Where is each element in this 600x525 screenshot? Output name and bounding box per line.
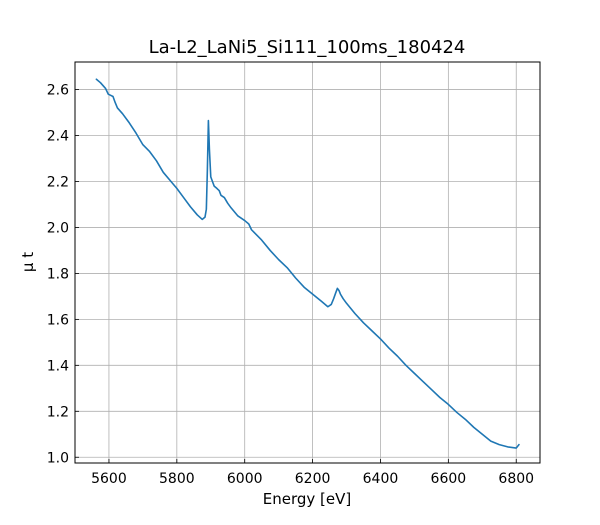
y-tick-label: 1.8 — [47, 266, 69, 282]
x-tick-label: 6600 — [431, 471, 467, 487]
x-tick-label: 6000 — [227, 471, 263, 487]
y-tick-label: 1.0 — [47, 450, 69, 466]
x-axis-label: Energy [eV] — [263, 490, 351, 508]
y-tick-label: 1.4 — [47, 358, 69, 374]
plot-frame — [74, 61, 541, 464]
y-tick-label: 2.4 — [47, 129, 69, 145]
y-tick-label: 1.2 — [47, 404, 69, 420]
x-tick-label: 5600 — [91, 471, 127, 487]
series-line — [95, 78, 520, 449]
grid — [75, 62, 540, 463]
y-axis-label: μ t — [19, 252, 37, 272]
x-tick-label: 5800 — [159, 471, 195, 487]
series-layer — [95, 78, 520, 449]
y-tick-label: 2.0 — [47, 220, 69, 236]
x-tick-label: 6200 — [295, 471, 331, 487]
y-tick-label: 2.2 — [47, 174, 69, 190]
y-axis-ticks: 1.0 1.2 1.4 1.6 1.8 2.0 2.2 2.4 2.6 — [47, 83, 79, 466]
y-tick-label: 1.6 — [47, 312, 69, 328]
x-axis-ticks: 5600 5800 6000 6200 6400 6600 6800 — [91, 459, 534, 487]
chart-title: La-L2_LaNi5_Si111_100ms_180424 — [149, 37, 466, 58]
x-tick-label: 6400 — [363, 471, 399, 487]
y-tick-label: 2.6 — [47, 83, 69, 99]
x-tick-label: 6800 — [498, 471, 534, 487]
